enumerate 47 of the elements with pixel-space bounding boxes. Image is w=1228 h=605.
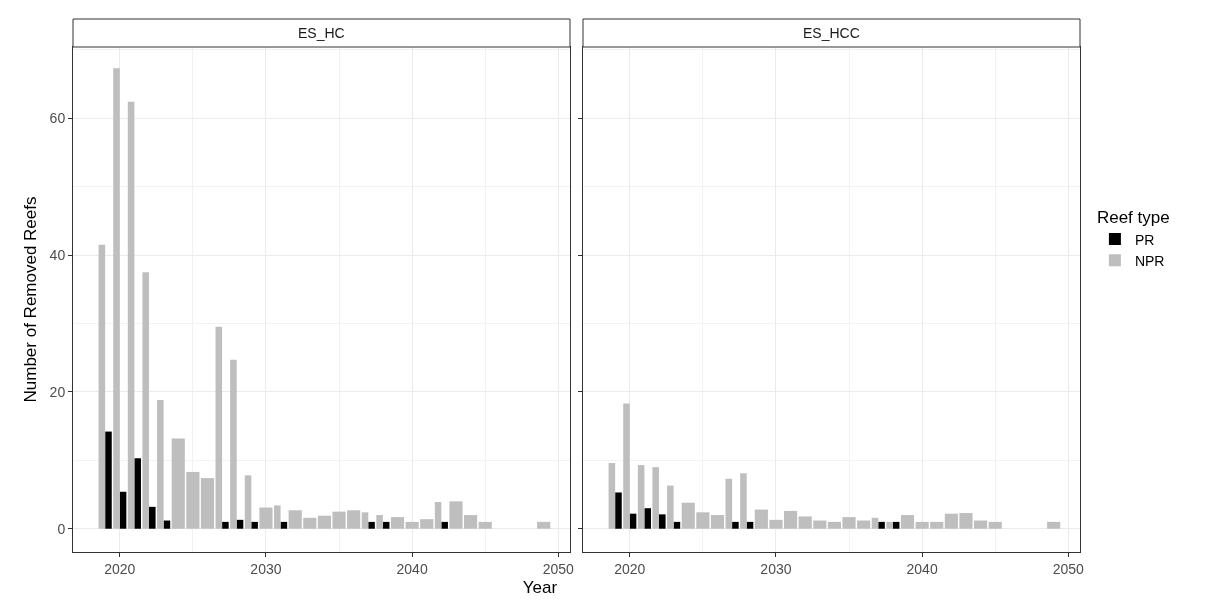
bar: [746, 521, 754, 529]
legend-label: NPR: [1134, 252, 1165, 269]
bar: [644, 508, 651, 529]
bar: [119, 491, 127, 529]
bar: [988, 521, 1002, 529]
y-tick-label: 40: [49, 246, 66, 263]
bar: [615, 492, 622, 529]
bar: [441, 521, 448, 529]
bar: [105, 431, 112, 529]
x-tick-label: 2050: [542, 560, 575, 577]
bar: [280, 521, 288, 529]
bar: [134, 458, 141, 529]
y-tick-label: 60: [49, 110, 66, 127]
bar: [382, 521, 390, 529]
x-tick-label: 2020: [614, 560, 646, 577]
bar: [200, 478, 215, 529]
chart-title: ES_HCC: [803, 25, 860, 41]
bar: [537, 521, 551, 529]
bar: [710, 515, 725, 529]
x-tick-label: 2040: [906, 560, 938, 577]
x-tick-label: 2020: [104, 560, 136, 577]
x-axis-title: Year: [521, 578, 559, 598]
bar: [1047, 521, 1061, 529]
bar: [368, 521, 375, 529]
bar: [673, 521, 681, 529]
bar: [149, 506, 156, 529]
legend-label: PR: [1134, 231, 1155, 248]
x-tick-label: 2030: [760, 560, 792, 577]
bar: [478, 521, 492, 529]
bar: [390, 517, 405, 529]
y-axis-title: Number of Removed Reefs: [21, 196, 41, 403]
bar: [236, 519, 244, 529]
bar: [659, 514, 666, 529]
bar: [878, 521, 885, 529]
x-tick-label: 2030: [250, 560, 282, 577]
x-tick-label: 2040: [396, 560, 428, 577]
bar: [222, 521, 229, 529]
bar: [732, 521, 739, 529]
y-tick-label: 0: [57, 520, 66, 537]
legend-title: Reef type: [1096, 208, 1170, 228]
y-tick-label: 20: [49, 383, 66, 400]
bar: [251, 521, 258, 529]
chart-title: ES_HC: [298, 25, 345, 41]
x-tick-label: 2050: [1052, 560, 1085, 577]
bar: [900, 515, 915, 529]
bar: [892, 521, 900, 529]
bar: [629, 513, 637, 529]
